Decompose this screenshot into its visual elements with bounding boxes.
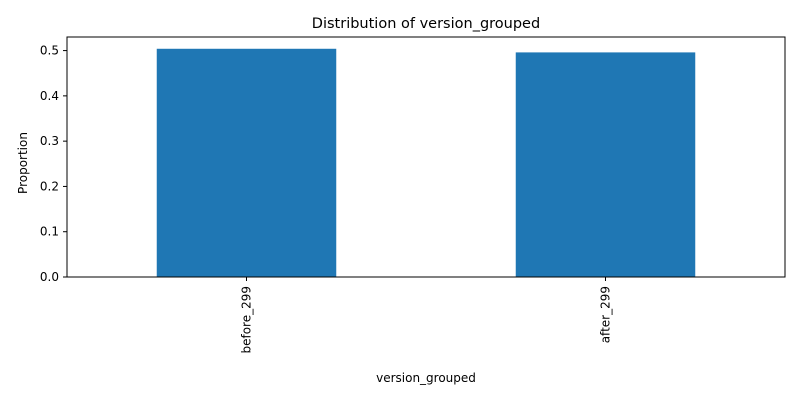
x-tick-label: after_299 [599, 286, 613, 343]
bar-before_299 [156, 48, 337, 277]
x-axis-title: version_grouped [376, 371, 476, 385]
x-axis: before_299 after_299 [240, 277, 613, 354]
y-tick-label: 0.5 [40, 44, 59, 58]
y-tick-label: 0.2 [40, 179, 59, 193]
plot-frame [66, 36, 786, 278]
y-axis: 0.0 0.1 0.2 0.3 0.4 0.5 [40, 44, 67, 284]
bar-after_299 [515, 52, 696, 277]
plot-area [66, 36, 786, 278]
y-tick-label: 0.3 [40, 134, 59, 148]
y-tick-label: 0.0 [40, 270, 59, 284]
x-tick-label: before_299 [240, 286, 254, 354]
y-tick-label: 0.4 [40, 89, 59, 103]
y-axis-title: Proportion [16, 132, 30, 194]
y-tick-label: 0.1 [40, 225, 59, 239]
chart-title: Distribution of version_grouped [312, 16, 540, 32]
